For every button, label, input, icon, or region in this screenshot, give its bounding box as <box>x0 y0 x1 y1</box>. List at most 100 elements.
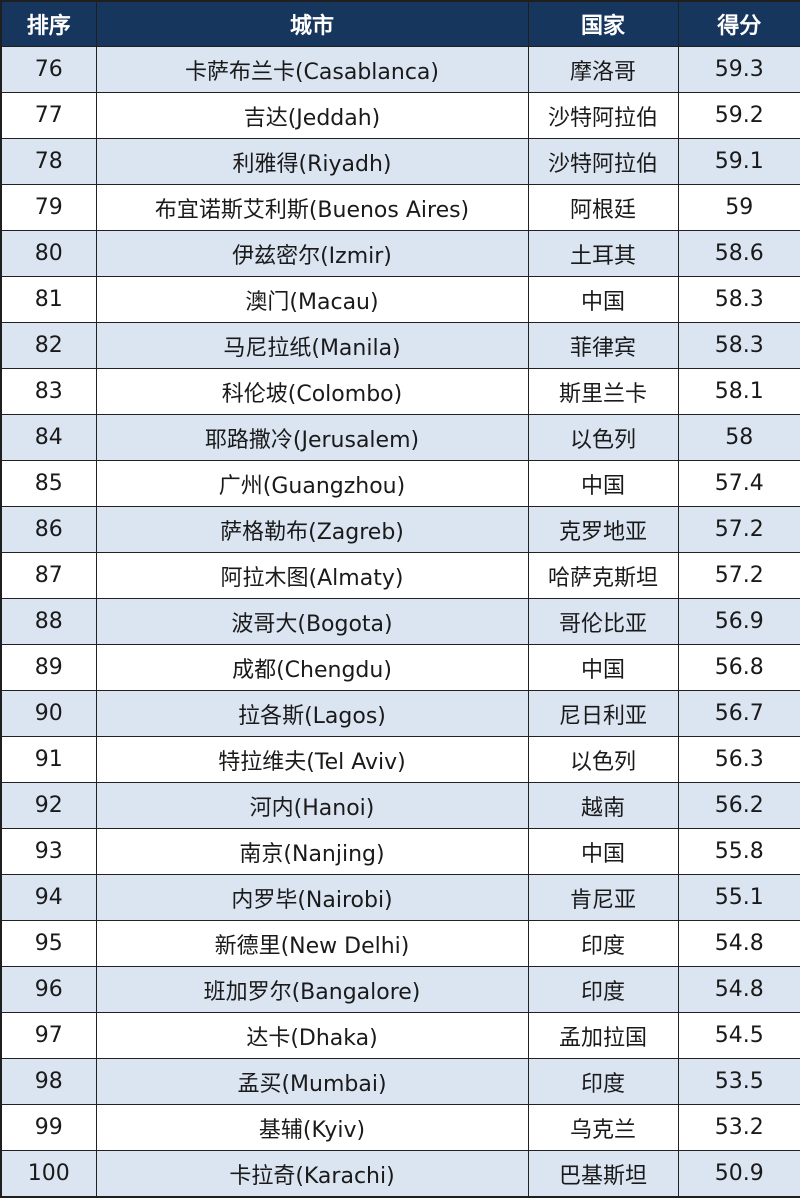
cell-city: 耶路撒冷(Jerusalem) <box>95 414 529 461</box>
table-row: 86 萨格勒布(Zagreb) 克罗地亚 57.2 <box>0 506 800 553</box>
cell-city: 马尼拉纸(Manila) <box>95 322 529 369</box>
table-row: 78 利雅得(Riyadh) 沙特阿拉伯 59.1 <box>0 138 800 185</box>
cell-country: 印度 <box>527 920 679 967</box>
table-row: 90 拉各斯(Lagos) 尼日利亚 56.7 <box>0 690 800 737</box>
cell-country: 乌克兰 <box>527 1104 679 1151</box>
cell-city: 卡萨布兰卡(Casablanca) <box>95 46 529 93</box>
cell-city: 科伦坡(Colombo) <box>95 368 529 415</box>
cell-country: 巴基斯坦 <box>527 1150 679 1198</box>
cell-country: 阿根廷 <box>527 184 679 231</box>
cell-country: 沙特阿拉伯 <box>527 138 679 185</box>
cell-city: 波哥大(Bogota) <box>95 598 529 645</box>
table-row: 95 新德里(New Delhi) 印度 54.8 <box>0 920 800 967</box>
cell-rank: 100 <box>0 1150 97 1198</box>
cell-score: 54.8 <box>677 920 800 967</box>
cell-rank: 77 <box>0 92 97 139</box>
cell-score: 56.9 <box>677 598 800 645</box>
cell-city: 伊兹密尔(Izmir) <box>95 230 529 277</box>
cell-city: 特拉维夫(Tel Aviv) <box>95 736 529 783</box>
column-header-rank: 排序 <box>0 0 97 47</box>
table-row: 97 达卡(Dhaka) 孟加拉国 54.5 <box>0 1012 800 1059</box>
table-row: 91 特拉维夫(Tel Aviv) 以色列 56.3 <box>0 736 800 783</box>
cell-rank: 90 <box>0 690 97 737</box>
cell-rank: 86 <box>0 506 97 553</box>
cell-rank: 99 <box>0 1104 97 1151</box>
cell-score: 58.3 <box>677 276 800 323</box>
cell-country: 土耳其 <box>527 230 679 277</box>
cell-city: 拉各斯(Lagos) <box>95 690 529 737</box>
cell-city: 河内(Hanoi) <box>95 782 529 829</box>
cell-country: 摩洛哥 <box>527 46 679 93</box>
cell-score: 58.3 <box>677 322 800 369</box>
table-row: 98 孟买(Mumbai) 印度 53.5 <box>0 1058 800 1105</box>
column-header-score: 得分 <box>677 0 800 47</box>
table-body: 76 卡萨布兰卡(Casablanca) 摩洛哥 59.3 77 吉达(Jeddah) 沙特… <box>0 46 800 1198</box>
cell-rank: 87 <box>0 552 97 599</box>
cell-score: 58.1 <box>677 368 800 415</box>
cell-score: 55.1 <box>677 874 800 921</box>
table-header-row: 排序 城市 国家 得分 <box>0 0 800 47</box>
cell-score: 56.2 <box>677 782 800 829</box>
cell-country: 中国 <box>527 460 679 507</box>
cell-rank: 96 <box>0 966 97 1013</box>
table-row: 92 河内(Hanoi) 越南 56.2 <box>0 782 800 829</box>
cell-country: 以色列 <box>527 736 679 783</box>
table-row: 89 成都(Chengdu) 中国 56.8 <box>0 644 800 691</box>
cell-city: 萨格勒布(Zagreb) <box>95 506 529 553</box>
table-row: 96 班加罗尔(Bangalore) 印度 54.8 <box>0 966 800 1013</box>
cell-rank: 89 <box>0 644 97 691</box>
cell-rank: 84 <box>0 414 97 461</box>
cell-city: 内罗毕(Nairobi) <box>95 874 529 921</box>
cell-country: 沙特阿拉伯 <box>527 92 679 139</box>
cell-score: 55.8 <box>677 828 800 875</box>
table-row: 77 吉达(Jeddah) 沙特阿拉伯 59.2 <box>0 92 800 139</box>
cell-city: 南京(Nanjing) <box>95 828 529 875</box>
cell-rank: 92 <box>0 782 97 829</box>
table-row: 76 卡萨布兰卡(Casablanca) 摩洛哥 59.3 <box>0 46 800 93</box>
cell-country: 中国 <box>527 276 679 323</box>
cell-country: 中国 <box>527 644 679 691</box>
cell-city: 成都(Chengdu) <box>95 644 529 691</box>
cell-score: 53.2 <box>677 1104 800 1151</box>
cell-rank: 97 <box>0 1012 97 1059</box>
cell-rank: 91 <box>0 736 97 783</box>
column-header-country: 国家 <box>527 0 679 47</box>
cell-rank: 80 <box>0 230 97 277</box>
cell-score: 50.9 <box>677 1150 800 1198</box>
cell-rank: 94 <box>0 874 97 921</box>
cell-rank: 81 <box>0 276 97 323</box>
cell-country: 中国 <box>527 828 679 875</box>
cell-score: 59 <box>677 184 800 231</box>
cell-rank: 93 <box>0 828 97 875</box>
cell-score: 56.7 <box>677 690 800 737</box>
cell-country: 克罗地亚 <box>527 506 679 553</box>
cell-score: 53.5 <box>677 1058 800 1105</box>
cell-rank: 88 <box>0 598 97 645</box>
cell-rank: 82 <box>0 322 97 369</box>
table-row: 83 科伦坡(Colombo) 斯里兰卡 58.1 <box>0 368 800 415</box>
cell-rank: 83 <box>0 368 97 415</box>
cell-rank: 78 <box>0 138 97 185</box>
cell-city: 班加罗尔(Bangalore) <box>95 966 529 1013</box>
table-row: 80 伊兹密尔(Izmir) 土耳其 58.6 <box>0 230 800 277</box>
cell-city: 利雅得(Riyadh) <box>95 138 529 185</box>
cell-score: 54.5 <box>677 1012 800 1059</box>
cell-country: 菲律宾 <box>527 322 679 369</box>
cell-city: 广州(Guangzhou) <box>95 460 529 507</box>
table-row: 87 阿拉木图(Almaty) 哈萨克斯坦 57.2 <box>0 552 800 599</box>
cell-country: 印度 <box>527 966 679 1013</box>
cell-score: 58 <box>677 414 800 461</box>
cell-city: 达卡(Dhaka) <box>95 1012 529 1059</box>
table-row: 93 南京(Nanjing) 中国 55.8 <box>0 828 800 875</box>
cell-city: 布宜诺斯艾利斯(Buenos Aires) <box>95 184 529 231</box>
cell-score: 59.1 <box>677 138 800 185</box>
table-row: 84 耶路撒冷(Jerusalem) 以色列 58 <box>0 414 800 461</box>
cell-score: 57.4 <box>677 460 800 507</box>
cell-country: 斯里兰卡 <box>527 368 679 415</box>
table-row: 99 基辅(Kyiv) 乌克兰 53.2 <box>0 1104 800 1151</box>
cell-country: 哈萨克斯坦 <box>527 552 679 599</box>
cell-score: 56.8 <box>677 644 800 691</box>
cell-city: 澳门(Macau) <box>95 276 529 323</box>
table-row: 100 卡拉奇(Karachi) 巴基斯坦 50.9 <box>0 1150 800 1198</box>
